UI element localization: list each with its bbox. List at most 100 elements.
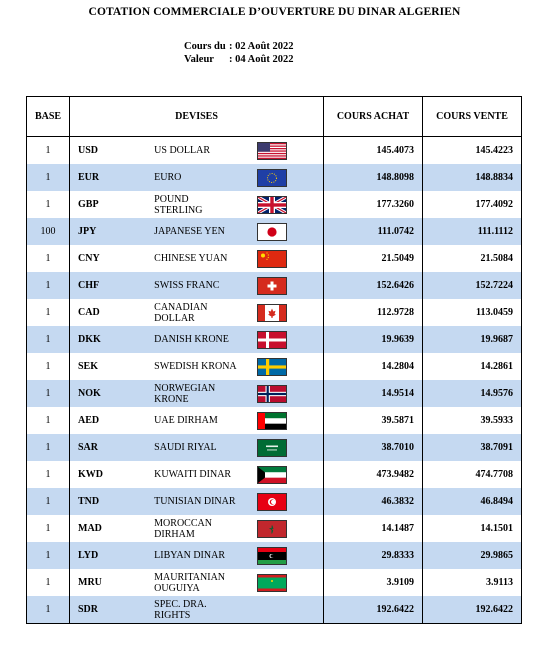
currency-code-cell: CNY <box>78 253 100 264</box>
cours-vente-cell: 474.7708 <box>475 469 514 480</box>
flag-cell <box>238 407 324 434</box>
currency-name-cell: UAE DIRHAM <box>154 415 218 426</box>
cours-achat-cell: 46.3832 <box>323 488 423 515</box>
currency-name-cell: MOROCCAN DIRHAM <box>154 517 212 540</box>
table-row: 1 SEK SWEDISH KRONA 14.2804 14.2861 <box>26 353 522 380</box>
japan-flag-icon <box>256 222 287 241</box>
currency-name-cell: POUND STERLING <box>154 193 203 216</box>
table-row: 1 MAD MOROCCAN DIRHAM 14.1487 14.1501 <box>26 515 522 542</box>
currency-code-cell: CAD <box>78 307 100 318</box>
currency-name-cell: EURO <box>154 164 239 191</box>
currency-code-cell: AED <box>78 415 100 426</box>
currency-name-cell: US DOLLAR <box>154 145 210 156</box>
cours-label: Cours du <box>184 41 226 52</box>
flag-cell <box>238 569 324 596</box>
currency-code-cell: USD <box>78 145 99 156</box>
cours-vente-cell: 177.4092 <box>475 199 514 210</box>
date-block: Cours du : 02 Août 2022 Valeur : 04 Août… <box>184 40 293 66</box>
base-cell: 1 <box>26 136 70 164</box>
cours-achat-cell: 145.4073 <box>323 136 423 164</box>
base-cell: 1 <box>26 326 70 353</box>
flag-cell <box>238 515 324 542</box>
cours-achat-cell: 21.5049 <box>323 245 423 272</box>
currency-name-cell: LIBYAN DINAR <box>154 542 239 569</box>
table-row: 1 CAD CANADIAN DOLLAR 112.9728 113.0459 <box>26 299 522 326</box>
base-cell: 1 <box>26 191 70 218</box>
flag-cell <box>238 596 324 624</box>
cours-achat-cell: 192.6422 <box>323 596 423 624</box>
currency-code-cell: SDR <box>69 596 155 624</box>
base-cell: 1 <box>26 299 70 326</box>
base-cell: 1 <box>26 380 70 407</box>
header-base: BASE <box>26 96 70 137</box>
currency-code-cell: LYD <box>69 542 155 569</box>
cours-vente-cell: 14.2861 <box>480 361 514 372</box>
currency-name-cell: SAUDI RIYAL <box>154 434 239 461</box>
canada-flag-icon <box>256 303 287 322</box>
currency-code-cell: SAR <box>69 434 155 461</box>
base-cell: 1 <box>26 245 70 272</box>
currency-name-cell: DANISH KRONE <box>154 326 239 353</box>
currency-code-cell: GBP <box>78 199 99 210</box>
currency-name-cell: NORWEGIAN KRONE <box>154 380 239 407</box>
table-row: 1 SAR SAUDI RIYAL 38.7010 38.7091 <box>26 434 522 461</box>
cours-vente-cell: 152.7224 <box>422 272 522 299</box>
denmark-flag-icon <box>256 330 287 349</box>
flag-cell <box>238 542 324 569</box>
table-row: 1 CHF SWISS FRANC 152.6426 152.7224 <box>26 272 522 299</box>
table-row: 1 TND TUNISIAN DINAR 46.3832 46.8494 <box>26 488 522 515</box>
flag-cell <box>238 191 324 218</box>
cours-vente-cell: 14.1501 <box>480 523 514 534</box>
table-row: 100 JPY JAPANESE YEN 111.0742 111.1112 <box>26 218 522 245</box>
cours-achat-cell: 3.9109 <box>323 569 423 596</box>
sweden-flag-icon <box>256 357 287 376</box>
kuwait-flag-icon <box>256 465 287 484</box>
eu-flag-icon <box>256 168 287 187</box>
valeur-value: : 04 Août 2022 <box>229 54 294 65</box>
base-cell: 1 <box>26 515 70 542</box>
currency-name-cell: MAURITANIAN OUGUIYA <box>154 571 226 594</box>
cours-vente-cell: 46.8494 <box>422 488 522 515</box>
currency-code-cell: NOK <box>69 380 155 407</box>
table-row: 1 EUR EURO 148.8098 148.8834 <box>26 164 522 191</box>
table-body: 1 USD US DOLLAR 145.4073 145.4223 1 EUR EURO 148… <box>26 136 522 624</box>
currency-name-cell: SWISS FRANC <box>154 272 239 299</box>
currency-code-cell: JPY <box>69 218 155 245</box>
header-cours-vente: COURS VENTE <box>422 96 522 137</box>
cours-vente-cell: 38.7091 <box>422 434 522 461</box>
libya-flag-icon <box>256 546 287 565</box>
cours-value: : 02 Août 2022 <box>229 41 294 52</box>
cours-achat-cell: 152.6426 <box>323 272 423 299</box>
cours-vente-cell: 14.9576 <box>422 380 522 407</box>
table-row: 1 MRU MAURITANIAN OUGUIYA 3.9109 3.9113 <box>26 569 522 596</box>
valeur-row: Valeur : 04 Août 2022 <box>184 53 293 66</box>
flag-cell <box>238 353 324 380</box>
uae-flag-icon <box>256 411 287 430</box>
valeur-label: Valeur <box>184 54 214 65</box>
swiss-flag-icon <box>256 276 287 295</box>
cours-achat-cell: 29.8333 <box>323 542 423 569</box>
table-row: 1 KWD KUWAITI DINAR 473.9482 474.7708 <box>26 461 522 488</box>
base-cell: 1 <box>26 434 70 461</box>
flag-cell <box>238 272 324 299</box>
flag-cell <box>238 136 324 164</box>
currency-name-cell: TUNISIAN DINAR <box>154 488 239 515</box>
table-row: 1 NOK NORWEGIAN KRONE 14.9514 14.9576 <box>26 380 522 407</box>
cours-vente-cell: 29.9865 <box>422 542 522 569</box>
flag-cell <box>238 461 324 488</box>
currency-code-cell: DKK <box>69 326 155 353</box>
currency-name-cell: CANADIAN DOLLAR <box>154 301 208 324</box>
currency-code-cell: KWD <box>78 469 103 480</box>
header-cours-achat: COURS ACHAT <box>323 96 423 137</box>
table-row: 1 DKK DANISH KRONE 19.9639 19.9687 <box>26 326 522 353</box>
mauritania-flag-icon <box>256 573 287 592</box>
exchange-rate-table: BASE DEVISES COURS ACHAT COURS VENTE 1 US… <box>26 96 522 624</box>
base-cell: 1 <box>26 569 70 596</box>
table-row: 1 SDR SPEC. DRA. RIGHTS 192.6422 192.6422 <box>26 596 522 624</box>
table-header-row: BASE DEVISES COURS ACHAT COURS VENTE <box>26 96 522 137</box>
flag-cell <box>238 245 324 272</box>
flag-cell <box>238 164 324 191</box>
base-cell: 1 <box>26 353 70 380</box>
cours-vente-cell: 145.4223 <box>475 145 514 156</box>
cours-vente-cell: 21.5084 <box>480 253 514 264</box>
